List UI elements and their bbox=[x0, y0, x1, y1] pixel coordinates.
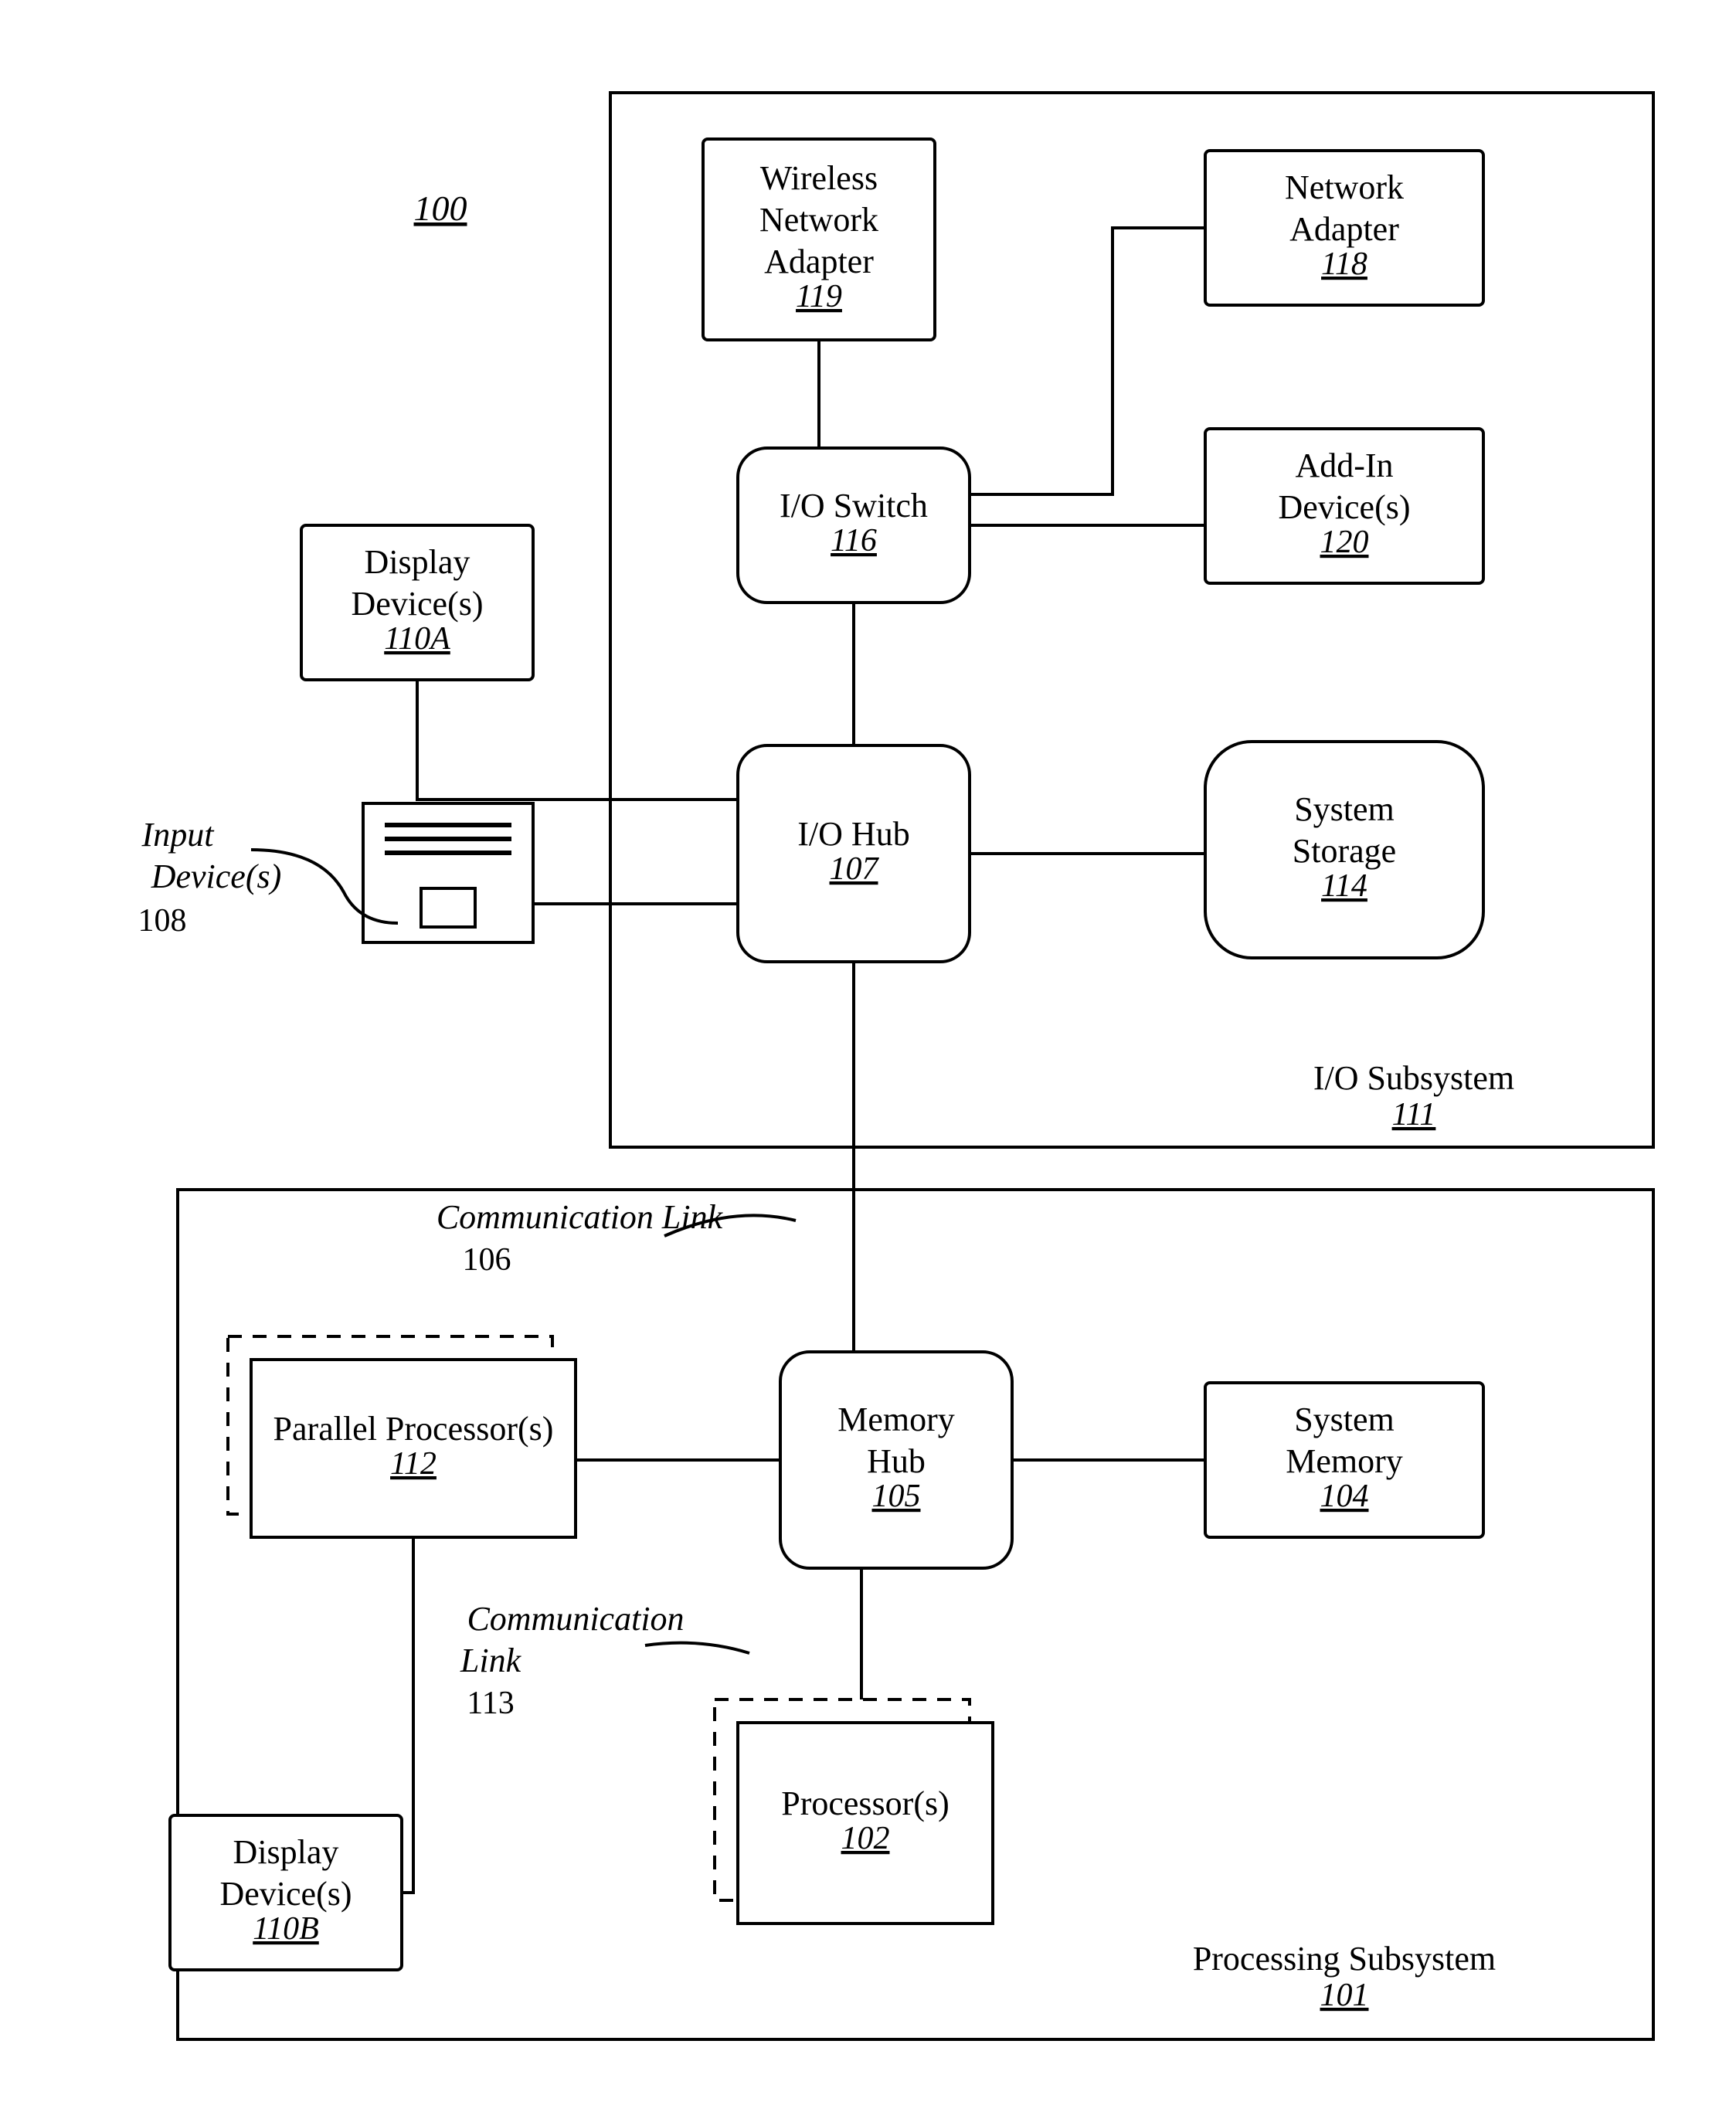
svg-text:112: 112 bbox=[390, 1446, 437, 1482]
svg-text:Parallel Processor(s): Parallel Processor(s) bbox=[273, 1410, 554, 1448]
svg-text:Adapter: Adapter bbox=[1289, 210, 1399, 248]
svg-text:Device(s): Device(s) bbox=[151, 857, 282, 895]
svg-text:Network: Network bbox=[1285, 168, 1404, 206]
svg-text:I/O Hub: I/O Hub bbox=[797, 815, 909, 853]
svg-text:Memory: Memory bbox=[1286, 1442, 1403, 1480]
svg-text:Input: Input bbox=[141, 816, 216, 854]
svg-text:I/O Subsystem: I/O Subsystem bbox=[1313, 1059, 1514, 1097]
svg-text:Add-In: Add-In bbox=[1295, 447, 1393, 484]
svg-text:System: System bbox=[1294, 1401, 1395, 1438]
svg-text:Storage: Storage bbox=[1293, 832, 1396, 870]
svg-text:113: 113 bbox=[467, 1686, 514, 1721]
svg-text:Display: Display bbox=[233, 1833, 339, 1871]
svg-text:Communication: Communication bbox=[467, 1600, 684, 1638]
svg-text:101: 101 bbox=[1320, 1978, 1369, 2013]
svg-text:Hub: Hub bbox=[867, 1442, 926, 1480]
svg-text:116: 116 bbox=[831, 523, 877, 559]
svg-text:Device(s): Device(s) bbox=[219, 1875, 352, 1913]
svg-text:106: 106 bbox=[463, 1242, 511, 1278]
svg-text:111: 111 bbox=[1392, 1097, 1436, 1132]
svg-text:100: 100 bbox=[414, 188, 467, 228]
svg-text:Device(s): Device(s) bbox=[1278, 488, 1410, 526]
svg-text:110B: 110B bbox=[253, 1911, 319, 1947]
svg-text:Processor(s): Processor(s) bbox=[781, 1784, 950, 1822]
svg-text:105: 105 bbox=[872, 1479, 921, 1514]
svg-text:Processing Subsystem: Processing Subsystem bbox=[1193, 1940, 1496, 1978]
svg-text:110A: 110A bbox=[384, 621, 450, 657]
svg-text:107: 107 bbox=[830, 851, 880, 887]
svg-text:Communication Link: Communication Link bbox=[437, 1198, 724, 1236]
svg-text:Wireless: Wireless bbox=[760, 159, 878, 197]
svg-text:Network: Network bbox=[759, 201, 878, 239]
svg-text:Memory: Memory bbox=[837, 1401, 955, 1438]
svg-text:Display: Display bbox=[365, 543, 471, 581]
svg-text:System: System bbox=[1294, 790, 1395, 828]
svg-text:104: 104 bbox=[1320, 1479, 1369, 1514]
svg-text:Link: Link bbox=[460, 1642, 522, 1679]
svg-text:I/O Switch: I/O Switch bbox=[780, 487, 928, 525]
svg-text:119: 119 bbox=[796, 279, 842, 314]
svg-text:102: 102 bbox=[841, 1821, 890, 1856]
svg-text:Adapter: Adapter bbox=[764, 243, 874, 280]
svg-text:118: 118 bbox=[1321, 246, 1367, 282]
svg-text:114: 114 bbox=[1321, 868, 1367, 904]
svg-text:Device(s): Device(s) bbox=[351, 585, 483, 623]
svg-text:108: 108 bbox=[138, 903, 187, 939]
svg-text:120: 120 bbox=[1320, 525, 1369, 560]
